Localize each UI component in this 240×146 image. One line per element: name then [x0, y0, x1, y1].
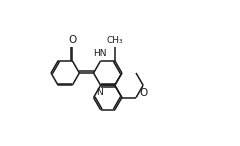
Text: HN: HN [93, 49, 107, 58]
Text: CH₃: CH₃ [107, 36, 123, 45]
Text: O: O [68, 35, 76, 45]
Text: N: N [96, 88, 103, 97]
Text: O: O [139, 88, 148, 98]
